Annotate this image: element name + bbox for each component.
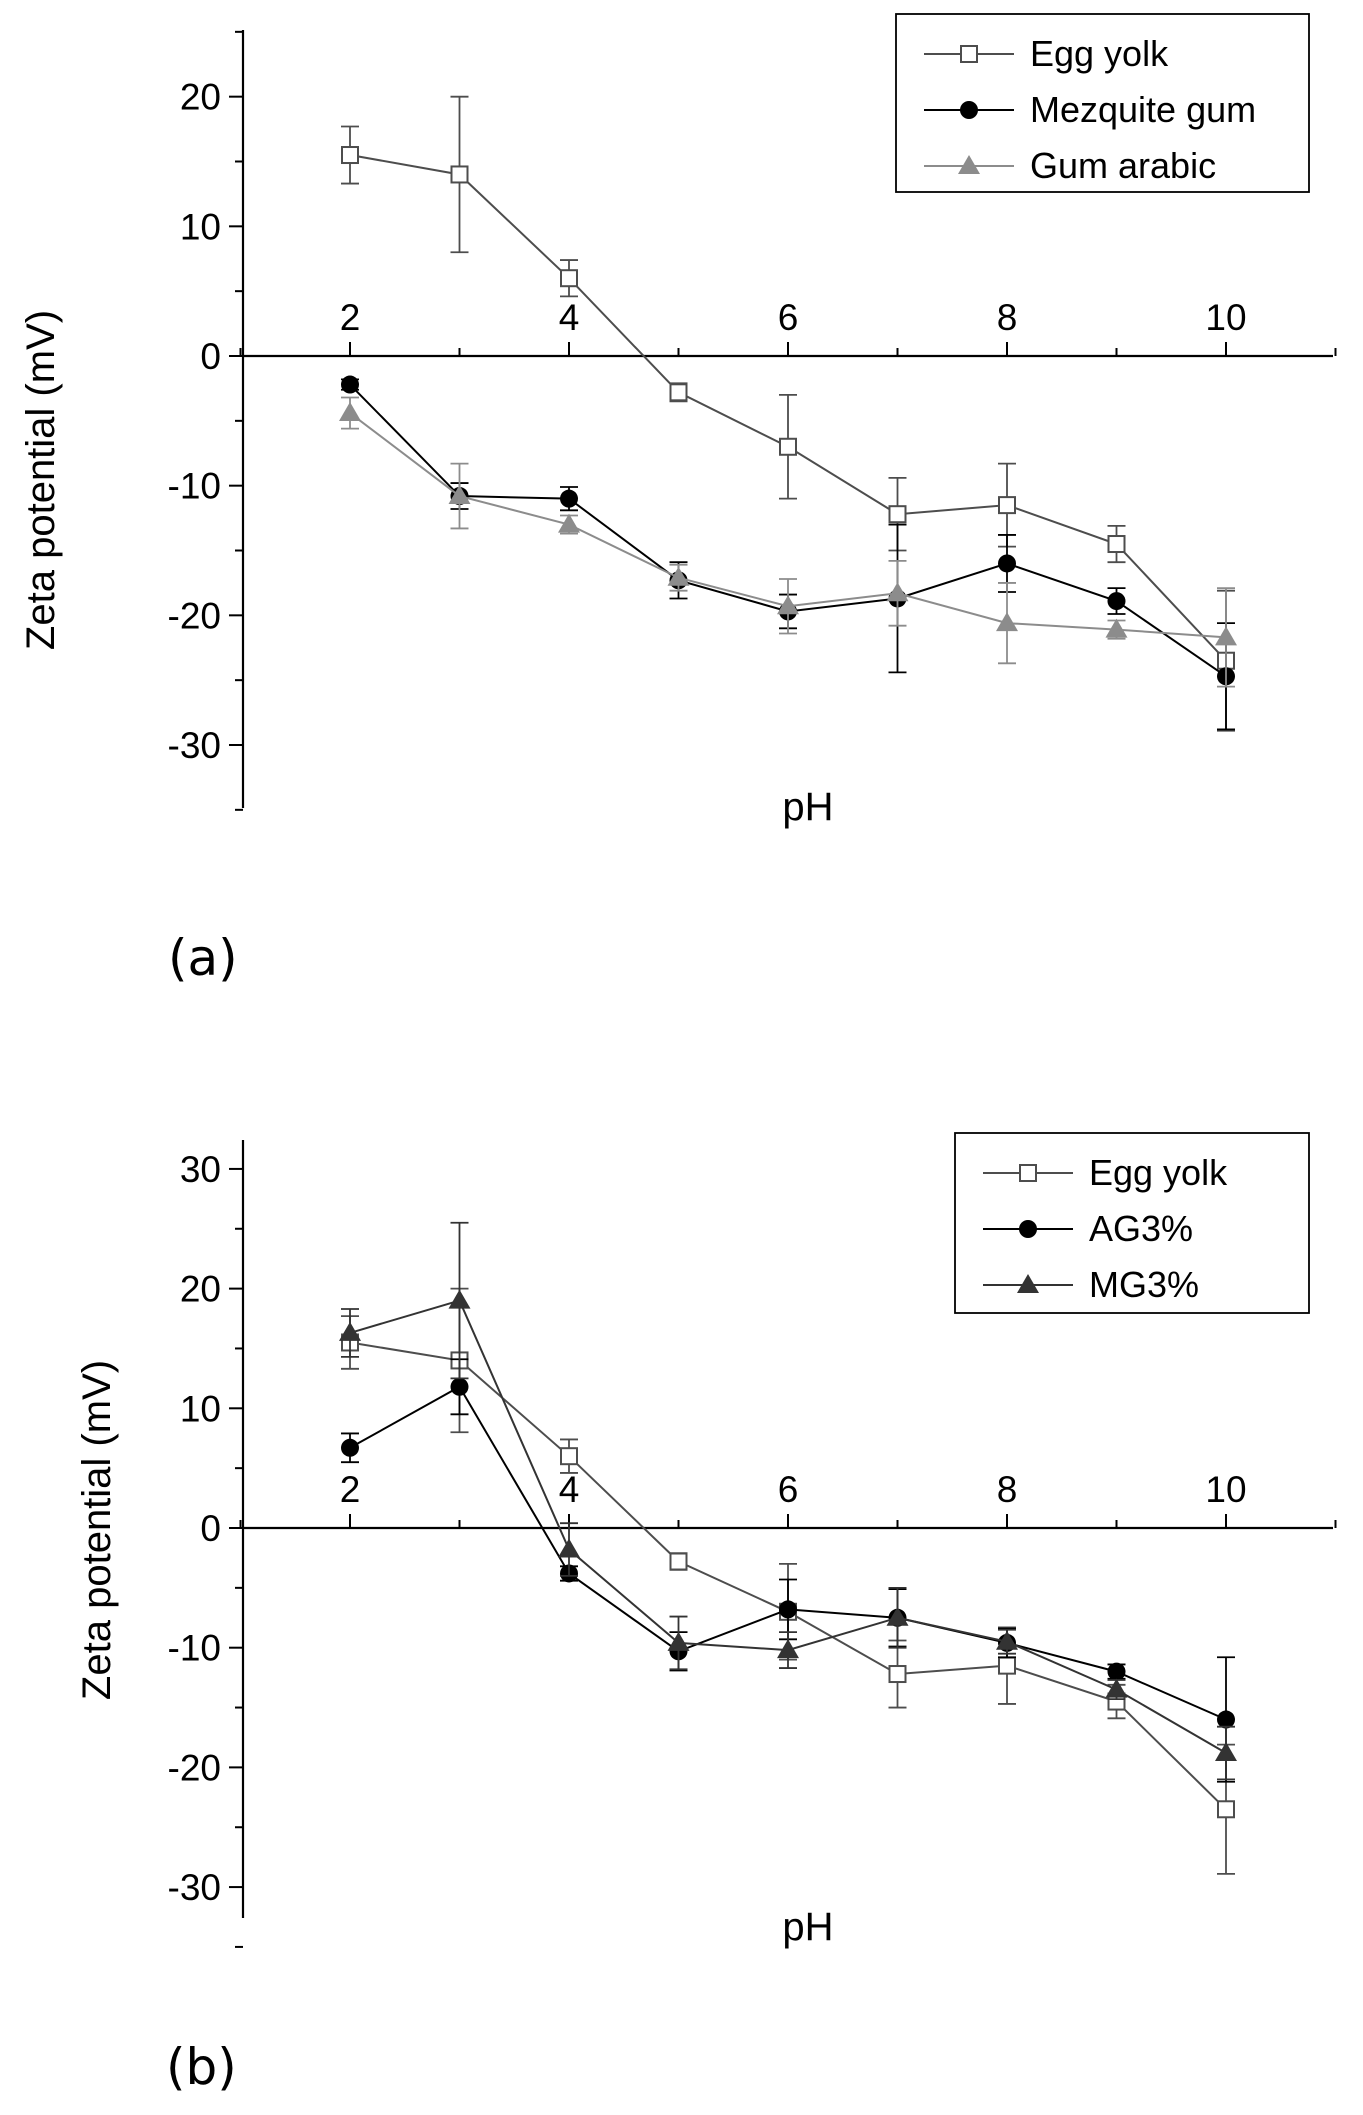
- x-tick-label: 8: [997, 297, 1018, 338]
- x-tick-label: 2: [340, 1469, 361, 1510]
- y-tick-label: -30: [168, 1867, 221, 1908]
- legend-marker: [1019, 1164, 1037, 1182]
- data-point: [669, 383, 688, 402]
- legend-entry: AG3%: [1089, 1208, 1193, 1249]
- series-3: [339, 396, 1237, 688]
- y-tick-label: 20: [180, 1269, 221, 1310]
- data-point: [998, 1656, 1016, 1675]
- data-point: [1107, 1662, 1126, 1681]
- legend-marker: [960, 45, 978, 63]
- y-tick-label: 20: [180, 77, 221, 118]
- data-point: [1215, 1742, 1237, 1762]
- data-point: [339, 402, 361, 422]
- data-point: [341, 146, 359, 165]
- y-tick-label: -10: [168, 466, 221, 507]
- legend: Egg yolk AG3% MG3%: [954, 1132, 1310, 1314]
- legend-marker: [1019, 1220, 1037, 1238]
- data-point: [886, 1606, 909, 1626]
- data-point: [998, 496, 1016, 515]
- panel-label: (b): [166, 2038, 237, 2096]
- legend-marker: [960, 101, 978, 119]
- data-point: [888, 505, 907, 524]
- legend-entry: Egg yolk: [1030, 33, 1169, 74]
- y-tick-label: -20: [168, 1747, 221, 1788]
- data-point: [669, 1552, 688, 1571]
- data-point: [341, 375, 359, 394]
- y-tick-label: 10: [180, 206, 221, 247]
- y-tick-label: 0: [200, 1508, 221, 1549]
- data-point: [888, 1665, 907, 1684]
- panel-b-chart: -30 -20 -10 0 10 20 30 2 4 6 8 10 pH Zeta potential (…: [75, 1132, 1337, 2096]
- data-point: [560, 1447, 578, 1466]
- legend-box: [954, 1132, 1310, 1314]
- legend: Egg yolk Mezquite gum Gum arabic: [895, 13, 1310, 193]
- data-point: [779, 437, 797, 456]
- legend-entry: Mezquite gum: [1030, 89, 1256, 130]
- x-axis-title: pH: [782, 1905, 833, 1949]
- data-point: [448, 485, 471, 505]
- data-point: [341, 1438, 359, 1457]
- x-tick-label: 4: [559, 297, 580, 338]
- x-tick-label: 2: [340, 297, 361, 338]
- legend-entry: Gum arabic: [1030, 145, 1216, 186]
- data-point: [886, 582, 909, 602]
- legend-entry: Egg yolk: [1089, 1152, 1228, 1193]
- data-point: [1105, 618, 1128, 638]
- x-tick-label: 6: [778, 297, 799, 338]
- series-3: [339, 1221, 1237, 1781]
- y-tick-label: 0: [200, 336, 221, 377]
- data-point: [777, 1639, 799, 1659]
- y-axis-title: Zeta potential (mV): [19, 310, 63, 650]
- data-point: [667, 566, 690, 586]
- data-point: [448, 1289, 471, 1309]
- y-tick-label: 10: [180, 1388, 221, 1429]
- data-point: [996, 1630, 1018, 1650]
- x-tick-label: 10: [1205, 297, 1246, 338]
- data-point: [777, 595, 799, 615]
- data-point: [1217, 1710, 1235, 1729]
- legend-marker: [958, 155, 980, 174]
- data-point: [450, 1377, 469, 1396]
- data-point: [779, 1600, 797, 1619]
- y-tick-label: -30: [168, 725, 221, 766]
- data-point: [339, 1321, 361, 1341]
- y-tick-label: -10: [168, 1628, 221, 1669]
- y-tick-label: -20: [168, 595, 221, 636]
- panel-a-chart: -30 -20 -10 0 10 20 2 4 6 8 10 pH Zeta potential (mV…: [19, 13, 1337, 987]
- data-point: [667, 1631, 690, 1651]
- data-point: [1107, 592, 1126, 611]
- data-point: [998, 554, 1016, 573]
- data-point: [560, 489, 578, 508]
- legend-marker: [1017, 1274, 1039, 1293]
- data-point: [1217, 1800, 1235, 1819]
- data-point: [450, 165, 469, 184]
- x-tick-label: 6: [778, 1469, 799, 1510]
- y-axis-title: Zeta potential (mV): [75, 1360, 119, 1700]
- data-point: [1215, 626, 1237, 646]
- data-point: [996, 612, 1018, 632]
- panel-label: (a): [168, 929, 238, 987]
- x-axis-title: pH: [782, 785, 833, 829]
- x-tick-label: 10: [1205, 1469, 1246, 1510]
- x-tick-label: 4: [559, 1469, 580, 1510]
- legend-entry: MG3%: [1089, 1264, 1199, 1305]
- series-line: [349, 1385, 1227, 1721]
- data-point: [1107, 535, 1126, 554]
- data-point: [560, 269, 578, 288]
- y-tick-label: 30: [180, 1149, 221, 1190]
- x-tick-label: 8: [997, 1469, 1018, 1510]
- data-point: [1105, 1678, 1128, 1698]
- data-point: [558, 513, 580, 533]
- data-point: [558, 1538, 580, 1558]
